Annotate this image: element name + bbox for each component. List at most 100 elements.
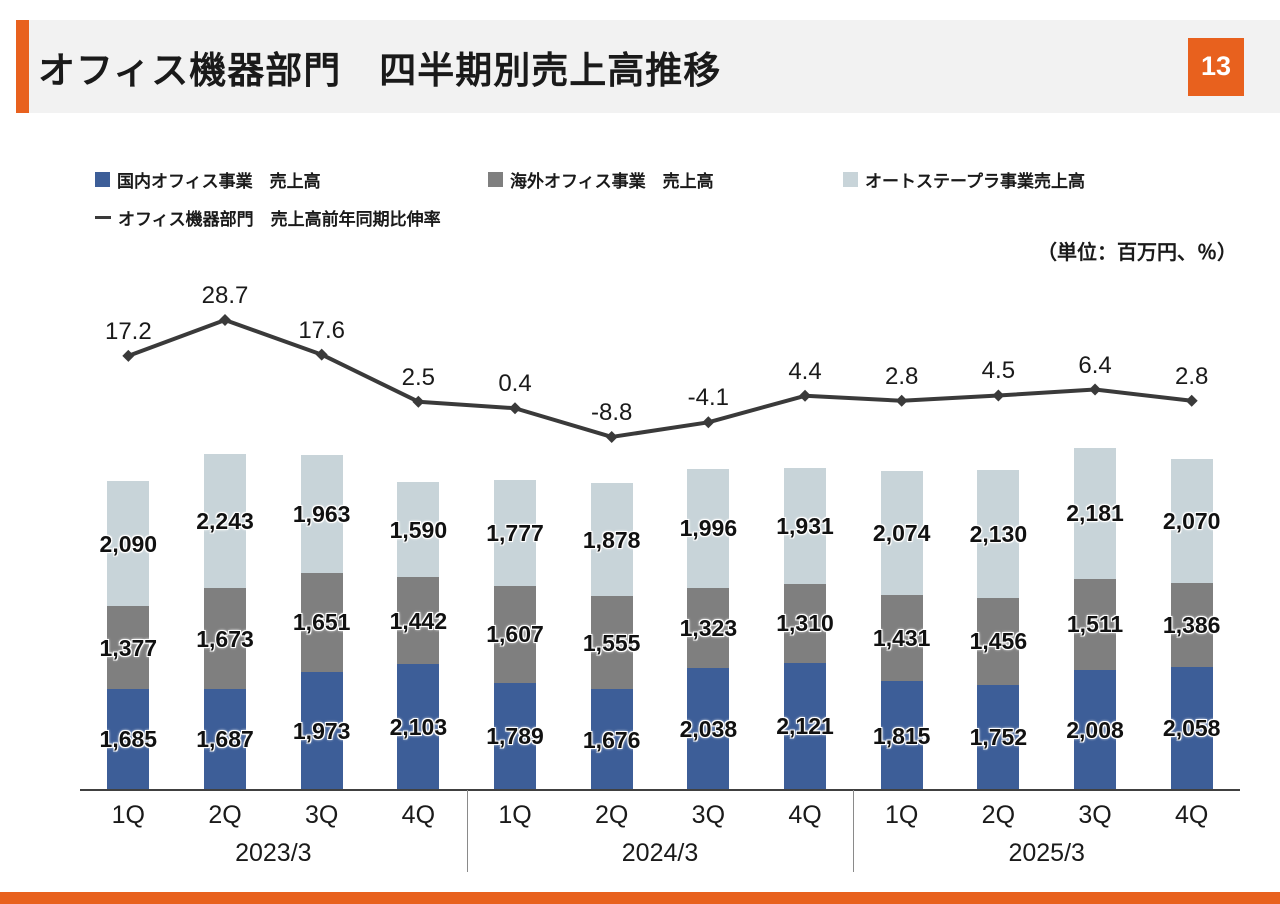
x-axis-quarter-label: 4Q — [788, 801, 822, 829]
bar-segment — [397, 577, 440, 664]
line-marker-diamond — [895, 394, 908, 407]
bar-value-label: 2,090 — [99, 530, 158, 557]
line-value-label: -8.8 — [590, 398, 633, 426]
page-number-badge: 13 — [1188, 37, 1244, 96]
bar-segment — [494, 682, 536, 790]
legend-label-growth-line: オフィス機器部門 売上高前年同期比伸率 — [118, 209, 441, 229]
line-marker-diamond — [122, 349, 135, 362]
bar-value-label: 2,038 — [679, 715, 738, 742]
bar-value-label: 2,243 — [196, 508, 254, 535]
bar-segment — [977, 684, 1020, 790]
x-axis-quarter-label: 4Q — [1175, 801, 1209, 829]
bar-segment — [590, 596, 633, 690]
bar-value-label: 1,431 — [872, 625, 931, 652]
line-marker-diamond — [992, 389, 1005, 402]
bar-value-label: 2,008 — [1066, 716, 1124, 743]
line-marker-diamond — [219, 313, 232, 326]
year-group-separator — [466, 790, 468, 872]
legend-item-domestic: 国内オフィス事業 売上高 — [95, 170, 321, 191]
bar-value-label: 2,074 — [872, 520, 931, 547]
page-title: オフィス機器部門 四半期別売上高推移 — [38, 49, 722, 91]
bar-segment — [1170, 459, 1213, 584]
bar-segment — [880, 470, 923, 596]
line-value-label: 4.4 — [788, 357, 822, 385]
bar-value-label: 1,931 — [776, 513, 834, 540]
bar-segment — [300, 454, 343, 573]
x-axis-quarter-label: 1Q — [111, 801, 146, 829]
bar-segment — [300, 572, 343, 672]
legend-swatch-domestic — [95, 171, 110, 187]
bar-value-label: 1,752 — [969, 724, 1028, 751]
bar-value-label: 2,130 — [969, 520, 1028, 547]
bar-segment — [590, 483, 633, 597]
bar-value-label: 1,973 — [292, 717, 351, 744]
bar-value-label: 2,181 — [1066, 500, 1124, 527]
unit-note: （単位：百万円、％） — [1037, 242, 1237, 264]
bar-segment — [107, 688, 150, 790]
slide-header: オフィス機器部門 四半期別売上高推移 13 — [16, 20, 1280, 113]
bar-segment — [1074, 448, 1117, 579]
bar-segment — [784, 584, 827, 663]
x-axis-quarter-label: 2Q — [594, 801, 629, 829]
bar-value-label: 1,676 — [582, 726, 641, 753]
bar-segment — [204, 588, 246, 689]
bar-segment — [784, 468, 827, 585]
bar-value-label: 2,070 — [1162, 508, 1221, 535]
bar-value-label: 1,673 — [196, 625, 254, 652]
bar-value-label: 1,878 — [582, 526, 641, 553]
bar-segment — [204, 688, 246, 790]
bar-segment — [397, 481, 440, 578]
x-axis-line — [80, 789, 1240, 791]
line-marker-diamond — [799, 389, 812, 402]
x-axis-quarter-label: 2Q — [981, 801, 1016, 829]
line-value-label: 17.2 — [104, 317, 152, 345]
bar-segment — [977, 597, 1020, 685]
bar-value-label: 1,789 — [486, 723, 544, 750]
x-axis-quarter-label: 3Q — [304, 801, 339, 829]
header-accent-bar — [16, 20, 29, 113]
year-group-separator — [853, 790, 855, 872]
x-axis-year-label: 2025/3 — [1008, 839, 1085, 867]
line-marker-diamond — [1185, 394, 1198, 407]
bar-segment — [977, 469, 1020, 598]
bar-value-label: 1,996 — [679, 515, 738, 542]
bar-value-label: 1,777 — [486, 519, 544, 546]
bar-segment — [1170, 666, 1213, 790]
line-marker-diamond — [315, 348, 328, 361]
x-axis-quarter-label: 1Q — [885, 801, 919, 829]
bar-segment — [107, 480, 150, 607]
bar-segment — [397, 663, 440, 790]
bar-value-label: 1,442 — [389, 607, 448, 634]
line-value-label: 28.7 — [201, 281, 249, 309]
bar-segment — [107, 606, 150, 689]
x-axis-year-label: 2024/3 — [621, 839, 699, 867]
legend-swatch-stapler — [843, 171, 858, 187]
bar-value-label: 1,687 — [196, 726, 254, 753]
bar-value-label: 2,121 — [776, 713, 834, 740]
bar-value-label: 1,386 — [1162, 611, 1221, 638]
bar-segment — [1074, 578, 1117, 670]
x-axis-quarter-label: 4Q — [401, 801, 436, 829]
line-marker-diamond — [509, 402, 522, 415]
bar-segment — [204, 453, 246, 589]
bar-segment — [784, 662, 827, 790]
bar-segment — [494, 586, 536, 683]
bar-value-label: 1,310 — [776, 610, 834, 637]
bar-value-label: 2,058 — [1162, 715, 1221, 742]
x-axis-quarter-label: 1Q — [498, 801, 532, 829]
bar-segment — [1170, 583, 1213, 667]
bar-value-label: 2,103 — [389, 713, 448, 740]
growth-line — [127, 317, 1192, 439]
x-axis-quarter-label: 2Q — [208, 801, 242, 829]
bar-value-label: 1,323 — [679, 615, 738, 642]
line-value-label: 2.5 — [401, 363, 436, 391]
bar-segment — [1074, 669, 1117, 790]
bar-segment — [880, 681, 923, 790]
x-axis-quarter-label: 3Q — [1078, 801, 1112, 829]
line-value-label: 2.8 — [1175, 362, 1209, 390]
legend-line-swatch — [95, 215, 111, 219]
bar-value-label: 1,607 — [486, 621, 544, 648]
x-axis-year-label: 2023/3 — [235, 839, 312, 867]
line-value-label: 6.4 — [1078, 351, 1112, 379]
